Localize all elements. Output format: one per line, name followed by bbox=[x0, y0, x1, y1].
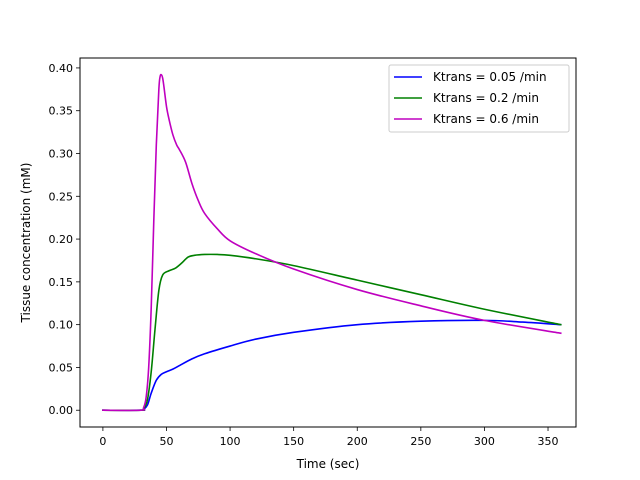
x-tick-label: 0 bbox=[99, 435, 106, 448]
y-tick-label: 0.20 bbox=[49, 233, 74, 246]
series-layer bbox=[102, 73, 562, 412]
y-axis: 0.00 0.05 0.10 0.15 0.20 0.25 0.30 0.35 0.40 bbox=[49, 62, 80, 417]
series-line-3 bbox=[102, 73, 562, 412]
y-tick-label: 0.40 bbox=[49, 62, 74, 75]
y-tick-label: 0.15 bbox=[49, 276, 74, 289]
y-tick-label: 0.25 bbox=[49, 190, 74, 203]
y-tick-label: 0.35 bbox=[49, 105, 74, 118]
x-tick-label: 250 bbox=[410, 435, 431, 448]
x-axis: 0 50 100 150 200 250 300 350 bbox=[99, 427, 559, 448]
x-tick-label: 50 bbox=[159, 435, 173, 448]
legend-items: Ktrans = 0.05 /min Ktrans = 0.2 /min Ktran… bbox=[394, 70, 547, 126]
legend-frame bbox=[388, 64, 570, 133]
legend-label-3: Ktrans = 0.6 /min bbox=[433, 112, 539, 126]
x-tick-label: 150 bbox=[283, 435, 304, 448]
y-tick-label: 0.05 bbox=[49, 361, 74, 374]
x-tick-label: 300 bbox=[474, 435, 495, 448]
x-tick-label: 100 bbox=[220, 435, 241, 448]
legend-label-1: Ktrans = 0.05 /min bbox=[433, 70, 547, 84]
series-line-1 bbox=[102, 319, 562, 412]
x-tick-label: 350 bbox=[538, 435, 559, 448]
y-tick-label: 0.30 bbox=[49, 148, 74, 161]
legend: Ktrans = 0.05 /min Ktrans = 0.2 /min Ktran… bbox=[388, 64, 570, 133]
y-tick-label: 0.10 bbox=[49, 319, 74, 332]
y-tick-label: 0.00 bbox=[49, 404, 74, 417]
series-line-2 bbox=[102, 253, 562, 412]
x-axis-label: Time (sec) bbox=[296, 457, 360, 471]
legend-label-2: Ktrans = 0.2 /min bbox=[433, 91, 539, 105]
x-tick-label: 200 bbox=[347, 435, 368, 448]
plot-frame bbox=[79, 57, 577, 428]
y-axis-label: Tissue concentration (mM) bbox=[19, 163, 33, 324]
